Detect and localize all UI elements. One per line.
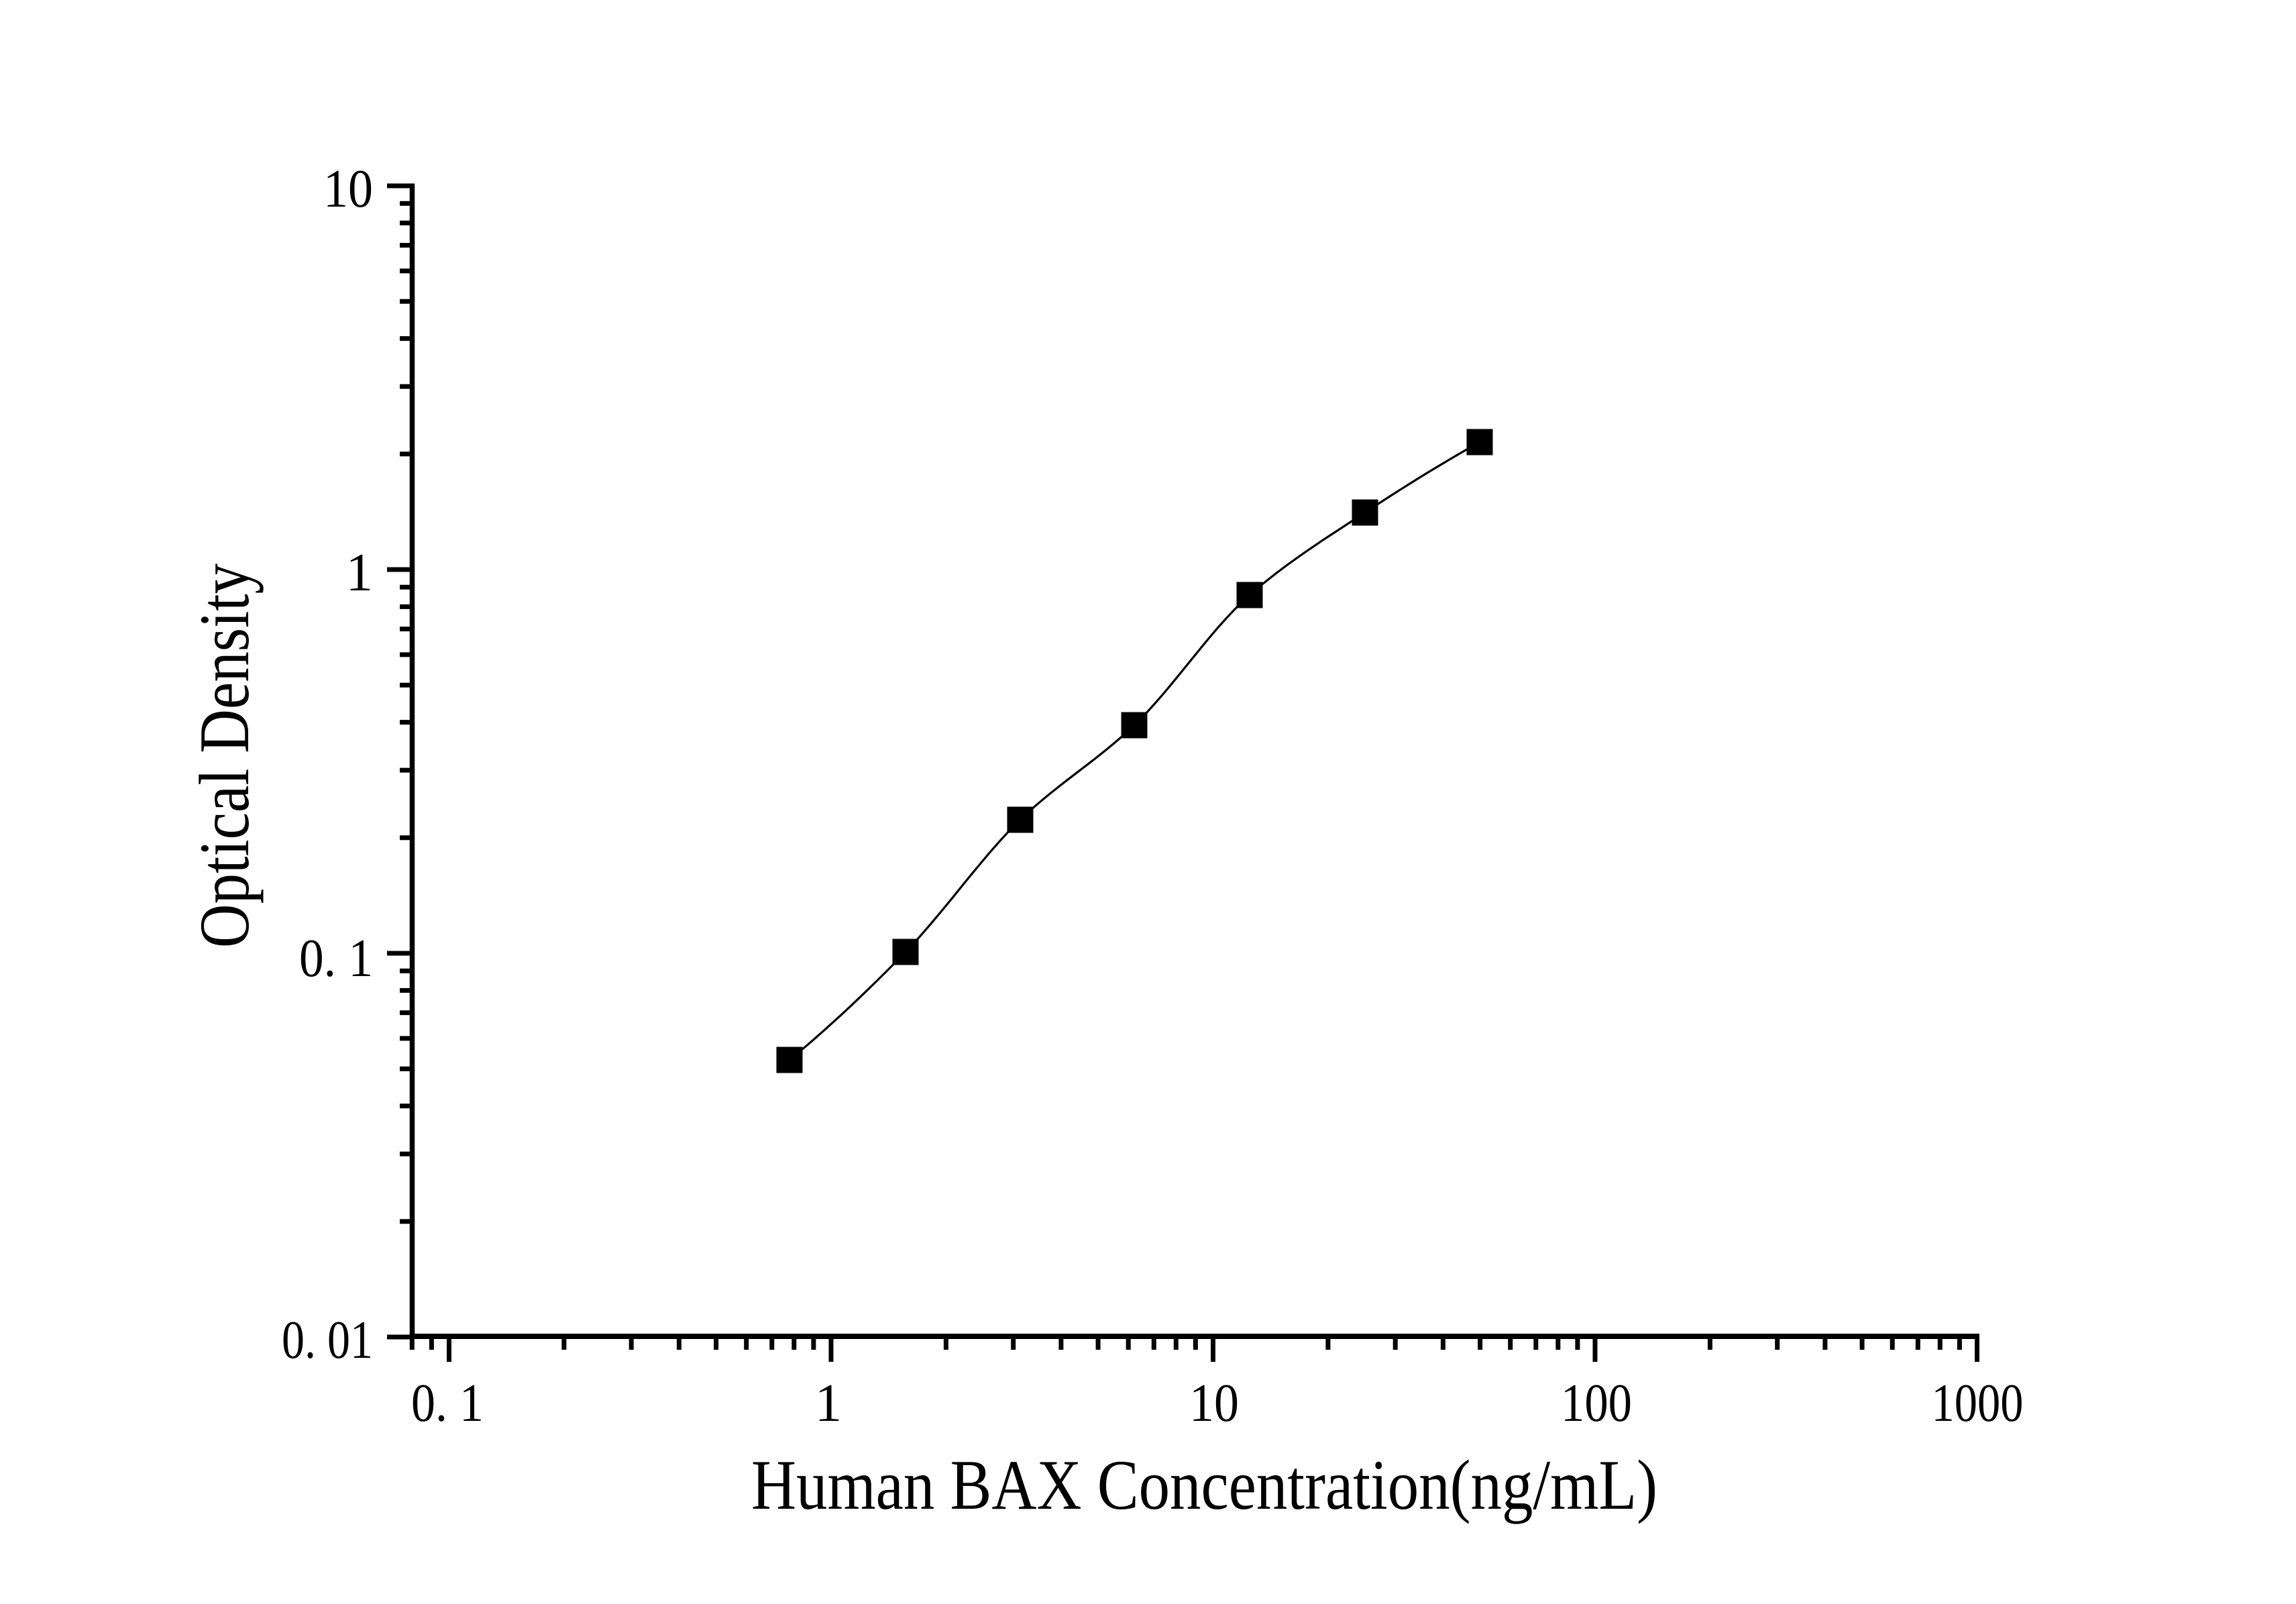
svg-text:0. 1: 0. 1 (299, 928, 373, 988)
svg-text:1: 1 (815, 1373, 842, 1433)
svg-text:0. 01: 0. 01 (282, 1309, 373, 1370)
svg-text:0. 1: 0. 1 (411, 1373, 484, 1433)
svg-text:100: 100 (1561, 1373, 1632, 1433)
svg-text:1000: 1000 (1932, 1373, 2024, 1433)
svg-text:Human BAX Concentration(ng/mL): Human BAX Concentration(ng/mL) (751, 1446, 1657, 1524)
svg-text:Optical Density: Optical Density (185, 564, 264, 948)
svg-text:10: 10 (323, 158, 373, 219)
svg-text:1: 1 (346, 542, 374, 602)
svg-text:10: 10 (1189, 1373, 1239, 1433)
